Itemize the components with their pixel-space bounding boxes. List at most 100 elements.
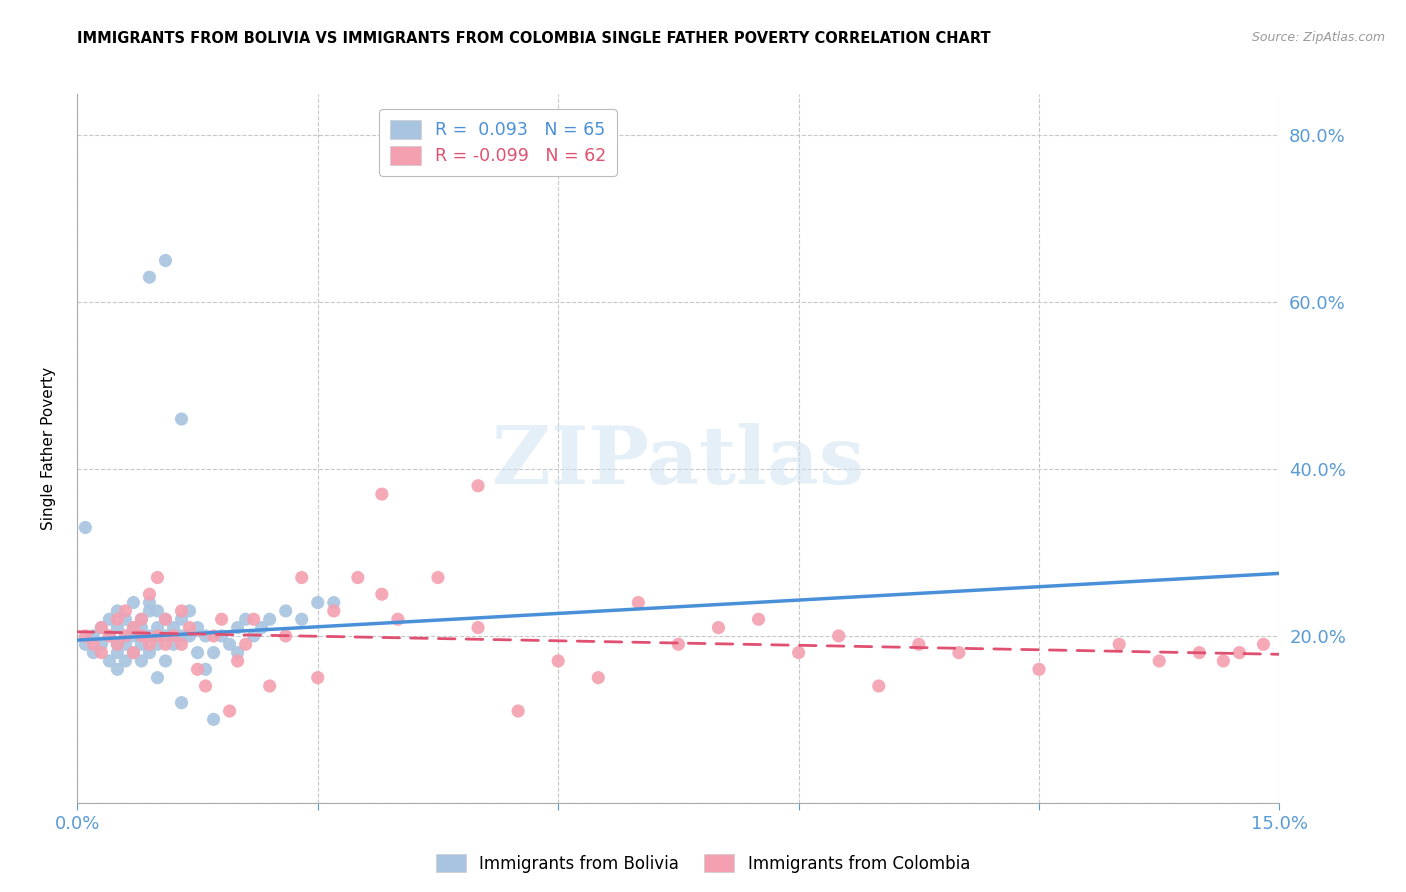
Point: [187, 621, 209, 635]
Point: [170, 696, 193, 710]
Point: [146, 671, 169, 685]
Point: [122, 646, 145, 660]
Point: [259, 679, 281, 693]
Point: [748, 612, 770, 626]
Point: [155, 612, 177, 626]
Point: [371, 587, 394, 601]
Point: [131, 637, 153, 651]
Point: [1188, 646, 1211, 660]
Point: [387, 612, 409, 626]
Point: [155, 654, 177, 668]
Point: [138, 604, 160, 618]
Point: [211, 612, 233, 626]
Point: [131, 629, 153, 643]
Point: [107, 637, 129, 651]
Point: [547, 654, 569, 668]
Point: [138, 646, 160, 660]
Point: [98, 654, 121, 668]
Point: [427, 570, 450, 584]
Point: [170, 612, 193, 626]
Point: [1253, 637, 1275, 651]
Point: [90, 621, 112, 635]
Point: [131, 621, 153, 635]
Point: [98, 629, 121, 643]
Point: [194, 662, 217, 676]
Point: [187, 662, 209, 676]
Point: [162, 629, 184, 643]
Point: [202, 646, 225, 660]
Point: [868, 679, 890, 693]
Point: [307, 596, 329, 610]
Y-axis label: Single Father Poverty: Single Father Poverty: [42, 367, 56, 530]
Point: [194, 629, 217, 643]
Point: [467, 621, 489, 635]
Point: [75, 629, 97, 643]
Point: [218, 704, 240, 718]
Point: [75, 637, 97, 651]
Point: [122, 621, 145, 635]
Point: [1028, 662, 1050, 676]
Point: [75, 520, 97, 534]
Point: [307, 671, 329, 685]
Point: [347, 570, 370, 584]
Point: [122, 646, 145, 660]
Point: [179, 621, 201, 635]
Point: [98, 629, 121, 643]
Point: [155, 253, 177, 268]
Point: [170, 637, 193, 651]
Point: [226, 646, 249, 660]
Point: [155, 637, 177, 651]
Point: [668, 637, 690, 651]
Point: [291, 612, 314, 626]
Point: [322, 596, 344, 610]
Point: [114, 629, 136, 643]
Point: [235, 637, 257, 651]
Point: [508, 704, 530, 718]
Point: [107, 604, 129, 618]
Point: [187, 646, 209, 660]
Point: [138, 637, 160, 651]
Point: [1212, 654, 1234, 668]
Point: [146, 629, 169, 643]
Point: [235, 612, 257, 626]
Point: [467, 479, 489, 493]
Point: [162, 637, 184, 651]
Point: [226, 621, 249, 635]
Point: [371, 487, 394, 501]
Point: [146, 604, 169, 618]
Point: [138, 587, 160, 601]
Point: [114, 604, 136, 618]
Point: [131, 612, 153, 626]
Point: [242, 629, 264, 643]
Point: [250, 621, 273, 635]
Point: [107, 621, 129, 635]
Point: [82, 646, 104, 660]
Point: [948, 646, 970, 660]
Point: [122, 629, 145, 643]
Point: [90, 621, 112, 635]
Point: [211, 629, 233, 643]
Point: [259, 612, 281, 626]
Point: [1229, 646, 1251, 660]
Point: [170, 629, 193, 643]
Point: [122, 596, 145, 610]
Point: [114, 637, 136, 651]
Point: [122, 621, 145, 635]
Point: [291, 570, 314, 584]
Point: [226, 654, 249, 668]
Legend: R =  0.093   N = 65, R = -0.099   N = 62: R = 0.093 N = 65, R = -0.099 N = 62: [380, 110, 617, 176]
Point: [138, 270, 160, 285]
Point: [274, 604, 297, 618]
Point: [194, 679, 217, 693]
Point: [274, 629, 297, 643]
Point: [146, 621, 169, 635]
Point: [202, 629, 225, 643]
Point: [114, 612, 136, 626]
Point: [90, 646, 112, 660]
Point: [179, 629, 201, 643]
Point: [146, 570, 169, 584]
Point: [787, 646, 810, 660]
Point: [82, 637, 104, 651]
Point: [179, 604, 201, 618]
Point: [627, 596, 650, 610]
